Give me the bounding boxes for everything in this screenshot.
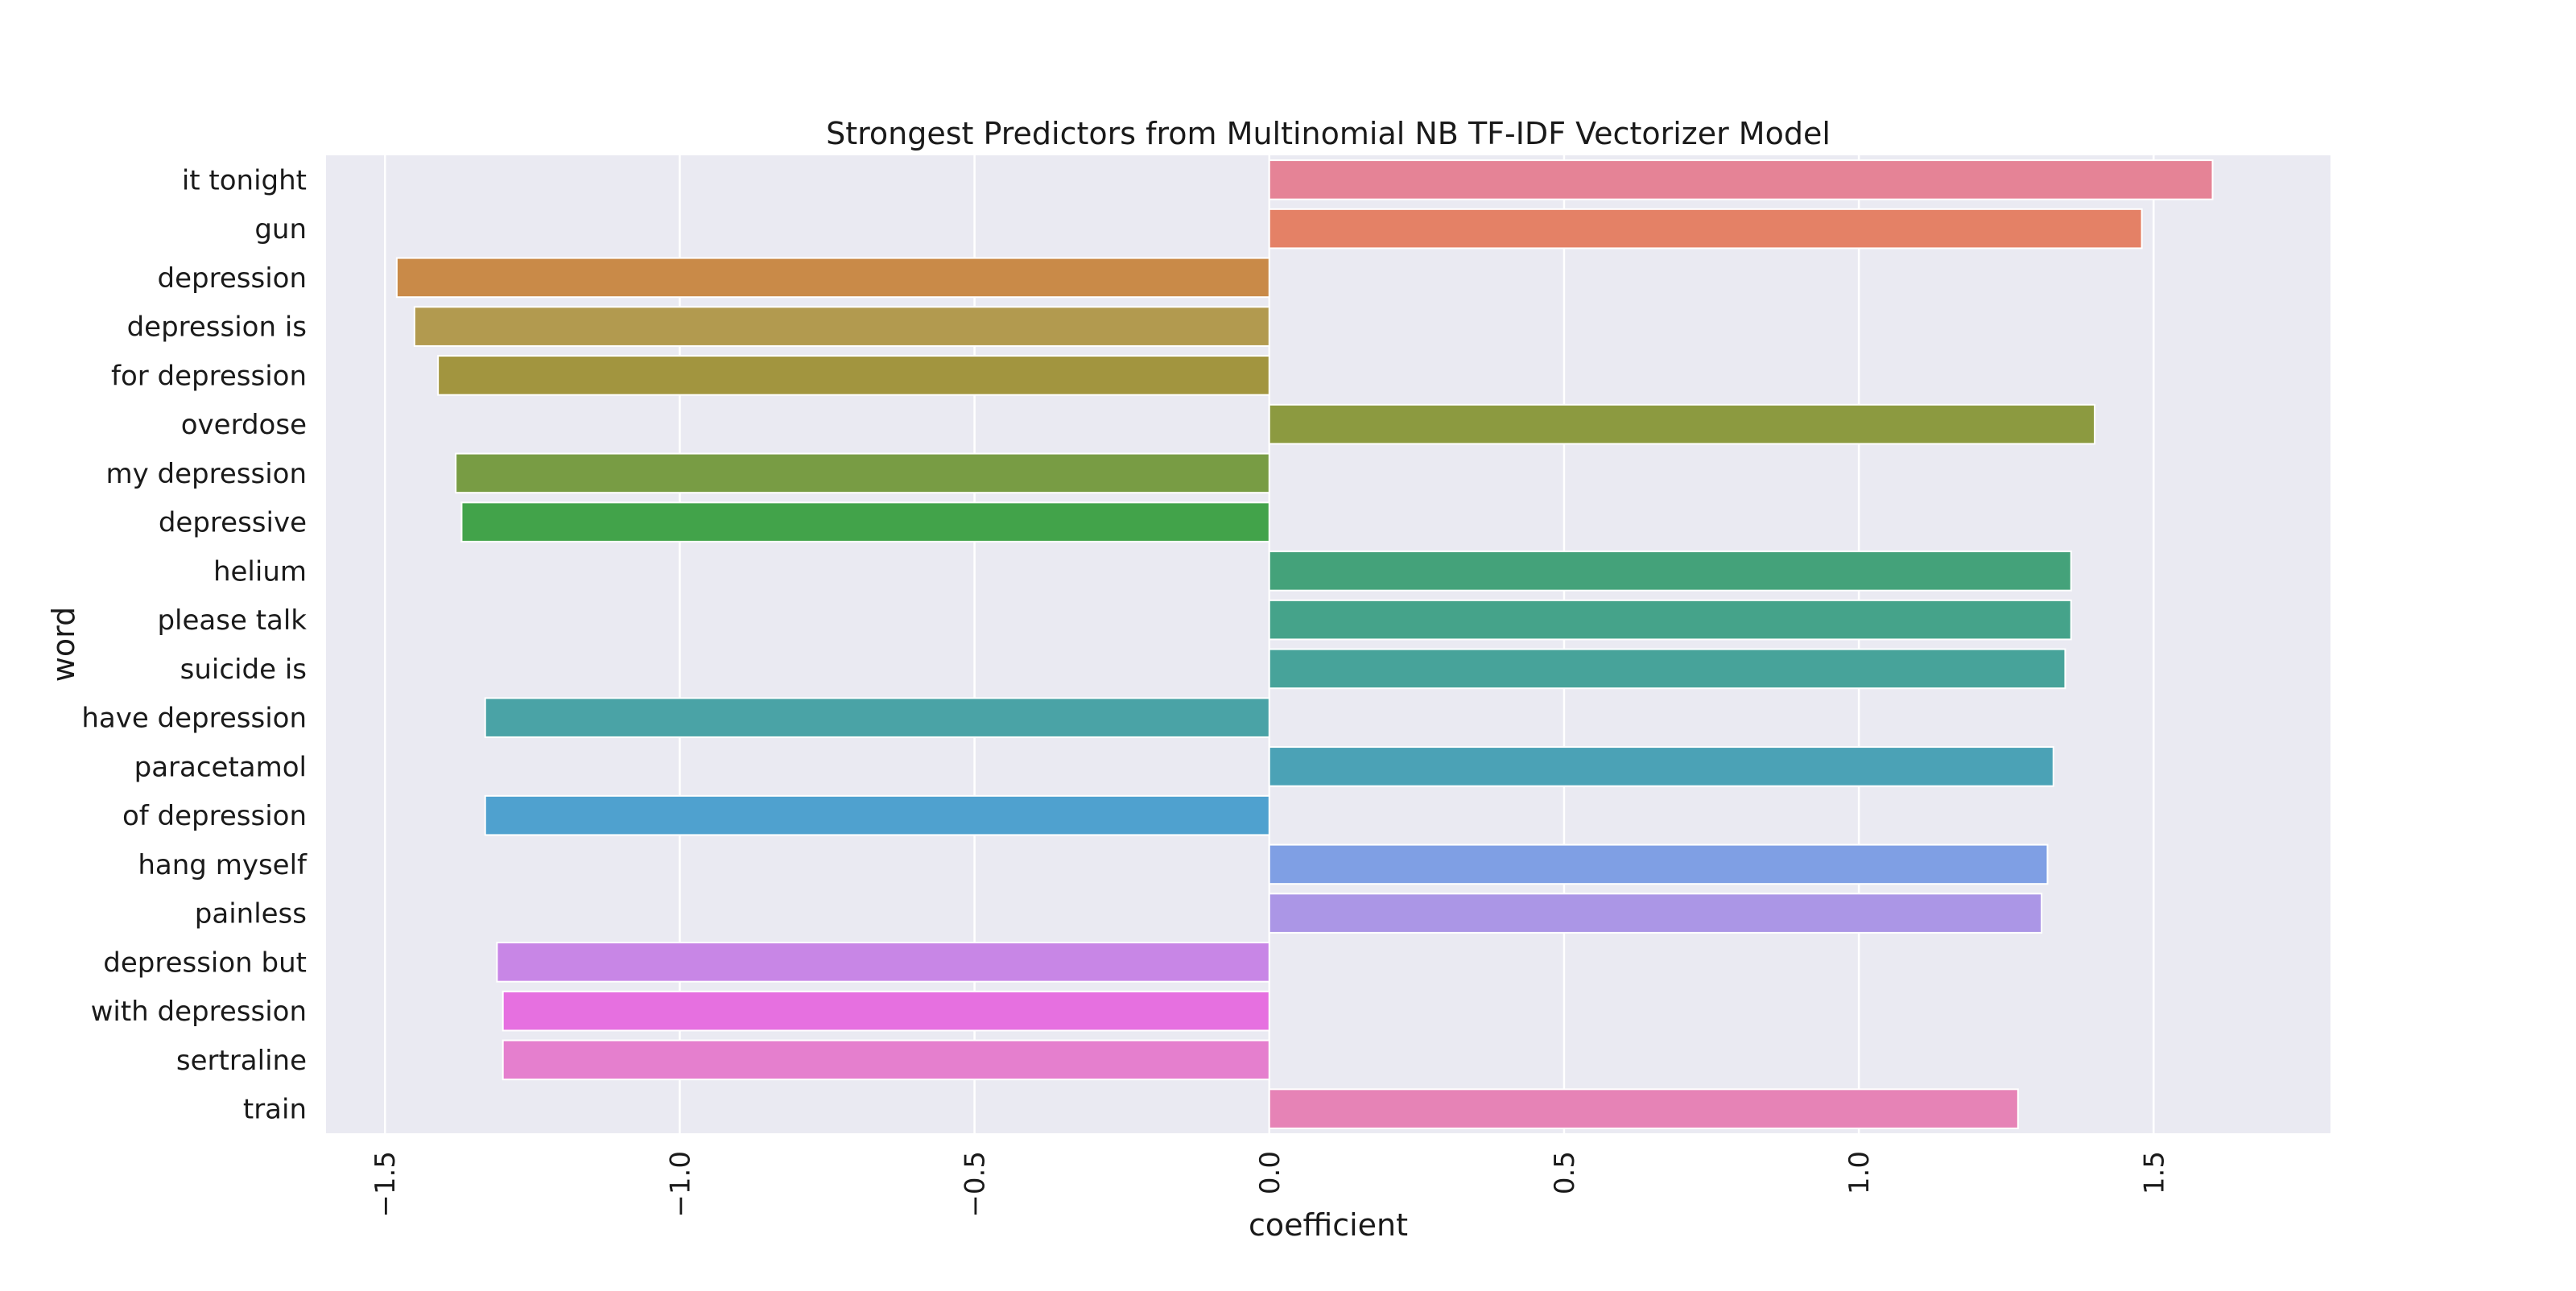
- y-tick-label: with depression: [91, 996, 307, 1028]
- bar: [502, 1039, 1270, 1081]
- x-tick-label: 1.0: [1843, 1151, 1876, 1194]
- y-tick-label: gun: [254, 213, 307, 245]
- bar: [395, 257, 1270, 299]
- x-tick-label: −0.5: [960, 1151, 992, 1218]
- x-tick-label: −1.0: [664, 1151, 696, 1218]
- bar: [1268, 159, 2214, 200]
- y-tick-label: my depression: [105, 458, 307, 490]
- x-axis-label: coefficient: [1249, 1207, 1408, 1243]
- bar: [1268, 648, 2066, 690]
- bar: [413, 306, 1270, 347]
- y-tick-label: depressive: [159, 507, 307, 539]
- y-tick-label: sertraline: [176, 1045, 307, 1077]
- y-tick-label: it tonight: [182, 164, 307, 196]
- bar: [460, 501, 1270, 542]
- y-tick-label: painless: [195, 898, 307, 930]
- y-tick-label: overdose: [181, 409, 307, 441]
- y-tick-label: depression: [158, 262, 307, 295]
- x-tick-label: 1.5: [2138, 1151, 2170, 1194]
- bar: [1268, 843, 2049, 885]
- y-tick-labels: it tonight gun depression depression is for …: [81, 164, 308, 1125]
- bar: [1268, 893, 2043, 934]
- bar: [437, 355, 1270, 396]
- bar: [1268, 599, 2072, 641]
- bar: [496, 942, 1270, 983]
- bars: [395, 159, 2214, 1129]
- y-tick-label: for depression: [111, 360, 307, 392]
- bar: [1268, 208, 2143, 250]
- x-tick-label: −1.5: [369, 1151, 402, 1218]
- y-tick-label: of depression: [122, 800, 307, 832]
- bar: [1268, 403, 2096, 445]
- y-tick-label: depression is: [127, 311, 307, 344]
- bar: [1268, 1088, 2019, 1129]
- x-tick-label: 0.5: [1549, 1151, 1581, 1194]
- chart-title: Strongest Predictors from Multinomial NB…: [826, 116, 1831, 151]
- y-tick-label: paracetamol: [134, 751, 307, 783]
- y-tick-label: helium: [213, 555, 307, 588]
- y-tick-label: have depression: [81, 703, 307, 735]
- bar: [484, 794, 1270, 836]
- x-tick-label: 0.0: [1254, 1151, 1286, 1194]
- bar: [1268, 551, 2072, 592]
- bar: [502, 990, 1270, 1032]
- y-tick-label: hang myself: [138, 849, 308, 881]
- bar: [1268, 746, 2054, 787]
- bar: [455, 452, 1270, 494]
- x-tick-labels: −1.5 −1.0 −0.5 0.0 0.5 1.0 1.5: [369, 1151, 2170, 1218]
- y-tick-label: suicide is: [180, 654, 307, 686]
- y-tick-label: depression but: [103, 947, 307, 979]
- y-tick-label: please talk: [157, 604, 307, 637]
- plot-area: [326, 155, 2330, 1133]
- y-tick-label: train: [243, 1094, 307, 1126]
- bar: [484, 697, 1270, 738]
- y-axis-label: word: [46, 607, 81, 682]
